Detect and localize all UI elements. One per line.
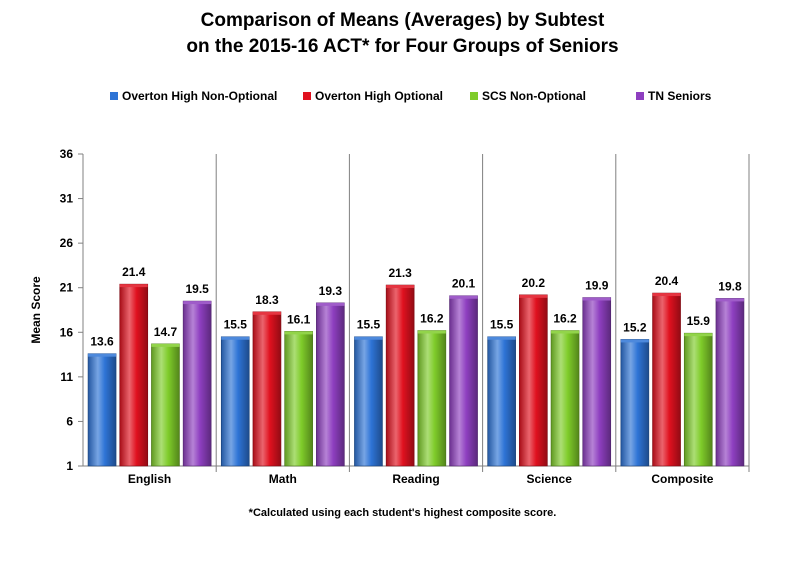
data-label-overton-high-optional-reading: 21.3 <box>388 266 412 280</box>
bar-overton-high-optional-composite <box>652 292 681 467</box>
bar-tn-seniors-english <box>182 300 212 467</box>
bar-scs-non-optional-reading <box>417 330 447 467</box>
bar-overton-high-non-optional-composite <box>620 339 650 467</box>
bar-tn-seniors-reading <box>449 295 478 467</box>
bar-cap-scs-non-optional-english <box>151 343 180 347</box>
bar-scs-non-optional-science <box>550 330 580 467</box>
data-label-overton-high-optional-english: 21.4 <box>122 265 146 279</box>
legend-label-scs-non-optional: SCS Non-Optional <box>482 89 586 103</box>
data-label-scs-non-optional-english: 14.7 <box>154 325 178 339</box>
data-label-tn-seniors-reading: 20.1 <box>452 277 476 291</box>
bar-cap-overton-high-optional-science <box>519 294 548 298</box>
y-axis-label: Mean Score <box>29 276 43 344</box>
bar-tn-seniors-science <box>582 297 612 467</box>
bar-cap-overton-high-non-optional-reading <box>354 336 383 340</box>
data-label-scs-non-optional-math: 16.1 <box>287 312 311 326</box>
bar-overton-high-non-optional-science <box>487 336 516 467</box>
bar-cap-tn-seniors-composite <box>715 298 744 302</box>
legend-item-overton-non-optional: Overton High Non-Optional <box>110 89 277 103</box>
data-label-scs-non-optional-science: 16.2 <box>553 312 577 326</box>
bar-cap-overton-high-optional-english <box>119 284 148 288</box>
bar-overton-high-optional-science <box>519 294 548 467</box>
bar-cap-overton-high-optional-composite <box>652 293 681 297</box>
bar-scs-non-optional-composite <box>683 332 713 467</box>
data-label-overton-high-optional-composite: 20.4 <box>655 274 679 288</box>
bar-cap-overton-high-optional-reading <box>386 285 415 289</box>
x-tick-label-reading: Reading <box>392 472 439 486</box>
bar-cap-scs-non-optional-math <box>284 331 313 335</box>
legend-swatch-overton-non-optional <box>110 92 118 100</box>
y-tick-label: 36 <box>60 147 74 161</box>
data-label-overton-high-optional-science: 20.2 <box>522 276 546 290</box>
bar-overton-high-optional-reading <box>385 284 415 467</box>
bar-cap-overton-high-non-optional-english <box>88 353 117 357</box>
bar-cap-overton-high-non-optional-composite <box>620 339 649 343</box>
legend-swatch-overton-optional <box>303 92 311 100</box>
data-label-tn-seniors-english: 19.5 <box>185 282 209 296</box>
bar-cap-scs-non-optional-composite <box>684 333 713 337</box>
y-tick-label: 16 <box>60 325 74 339</box>
legend-item-scs-non-optional: SCS Non-Optional <box>470 89 586 103</box>
chart-title-line1: Comparison of Means (Averages) by Subtes… <box>200 10 605 31</box>
data-label-tn-seniors-science: 19.9 <box>585 279 609 293</box>
legend-swatch-scs-non-optional <box>470 92 478 100</box>
bar-scs-non-optional-english <box>151 343 180 467</box>
bar-overton-high-non-optional-math <box>220 336 250 467</box>
bar-tn-seniors-composite <box>715 298 745 467</box>
bar-overton-high-non-optional-reading <box>354 336 383 467</box>
bar-cap-scs-non-optional-science <box>551 330 580 334</box>
legend-swatch-tn-seniors <box>636 92 644 100</box>
bar-cap-tn-seniors-reading <box>449 295 478 299</box>
bar-cap-scs-non-optional-reading <box>417 330 446 334</box>
legend-item-tn-seniors: TN Seniors <box>636 89 711 103</box>
bar-cap-overton-high-non-optional-math <box>221 336 250 340</box>
x-tick-label-composite: Composite <box>651 472 713 486</box>
data-label-tn-seniors-composite: 19.8 <box>718 279 742 293</box>
data-label-scs-non-optional-composite: 15.9 <box>687 314 711 328</box>
legend-item-overton-optional: Overton High Optional <box>303 89 443 103</box>
bar-overton-high-optional-english <box>119 283 149 467</box>
y-tick-label: 11 <box>60 370 73 384</box>
y-tick-label: 31 <box>60 192 74 206</box>
y-tick-label: 26 <box>60 236 74 250</box>
chart-footnote: *Calculated using each student's highest… <box>248 507 557 519</box>
bar-cap-tn-seniors-math <box>316 302 345 306</box>
bar-cap-tn-seniors-english <box>183 301 212 305</box>
data-label-scs-non-optional-reading: 16.2 <box>420 312 444 326</box>
data-label-overton-high-non-optional-reading: 15.5 <box>357 318 381 332</box>
data-label-tn-seniors-math: 19.3 <box>319 284 343 298</box>
chart-legend: Overton High Non-Optional Overton High O… <box>0 89 805 107</box>
data-label-overton-high-non-optional-math: 15.5 <box>224 318 248 332</box>
bar-cap-overton-high-optional-math <box>252 311 281 315</box>
bar-cap-overton-high-non-optional-science <box>487 336 516 340</box>
chart-title-line2: on the 2015-16 ACT* for Four Groups of S… <box>186 36 619 57</box>
data-label-overton-high-optional-math: 18.3 <box>255 293 279 307</box>
bar-scs-non-optional-math <box>284 331 313 467</box>
legend-label-overton-optional: Overton High Optional <box>315 89 443 103</box>
bar-overton-high-non-optional-english <box>87 353 117 467</box>
x-tick-label-science: Science <box>527 472 573 486</box>
chart-title: Comparison of Means (Averages) by Subtes… <box>0 8 805 60</box>
bar-tn-seniors-math <box>316 302 345 467</box>
x-tick-label-math: Math <box>269 472 297 486</box>
data-label-overton-high-non-optional-english: 13.6 <box>90 335 114 349</box>
bar-overton-high-optional-math <box>252 311 282 467</box>
y-tick-label: 6 <box>66 414 73 428</box>
data-label-overton-high-non-optional-composite: 15.2 <box>623 320 647 334</box>
bar-cap-tn-seniors-science <box>582 297 611 301</box>
data-label-overton-high-non-optional-science: 15.5 <box>490 318 514 332</box>
legend-label-overton-non-optional: Overton High Non-Optional <box>122 89 278 103</box>
y-tick-label: 21 <box>60 281 74 295</box>
x-tick-label-english: English <box>128 472 171 486</box>
legend-label-tn-seniors: TN Seniors <box>648 89 712 103</box>
y-tick-label: 1 <box>66 459 73 473</box>
